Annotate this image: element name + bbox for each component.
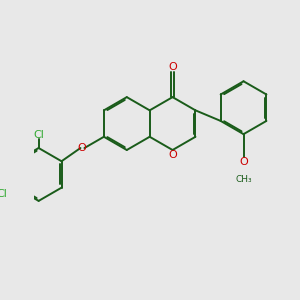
Text: O: O bbox=[239, 157, 248, 167]
Text: O: O bbox=[168, 150, 177, 160]
Text: Cl: Cl bbox=[0, 189, 8, 199]
Text: O: O bbox=[168, 62, 177, 72]
Text: CH₃: CH₃ bbox=[235, 175, 252, 184]
Text: O: O bbox=[77, 143, 85, 153]
Text: Cl: Cl bbox=[33, 130, 44, 140]
